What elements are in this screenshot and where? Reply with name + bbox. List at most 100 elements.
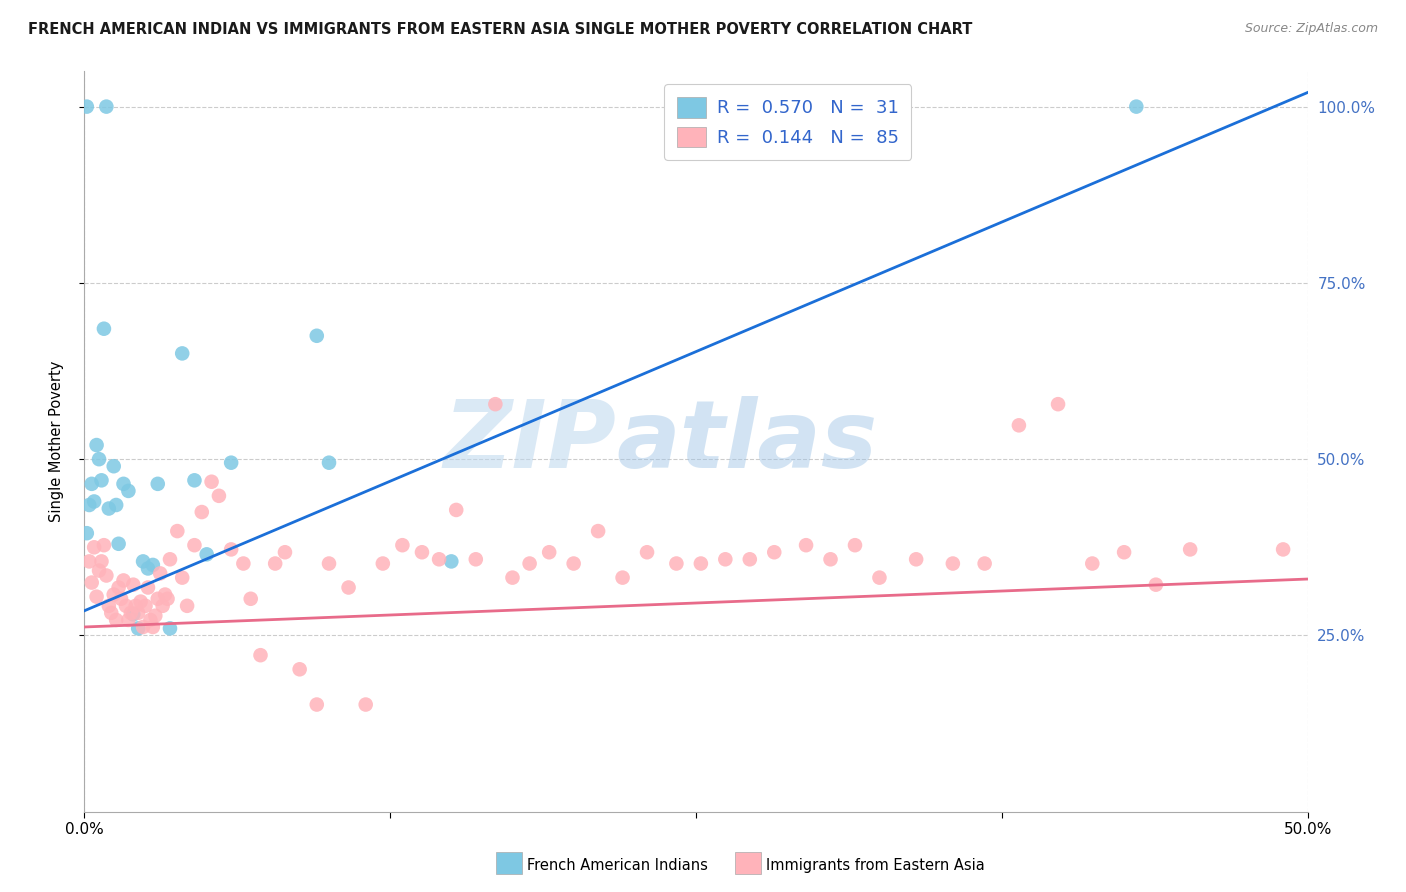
Point — [86, 438, 108, 452]
Point — [107, 537, 129, 551]
Point — [166, 524, 188, 538]
Point — [132, 554, 155, 568]
Point — [156, 591, 179, 606]
Text: ZIP: ZIP — [443, 395, 616, 488]
Point — [905, 552, 928, 566]
Point — [152, 599, 174, 613]
Text: atlas: atlas — [616, 395, 877, 488]
Point — [440, 554, 463, 568]
Point — [844, 538, 866, 552]
Point — [354, 698, 377, 712]
Text: FRENCH AMERICAN INDIAN VS IMMIGRANTS FROM EASTERN ASIA SINGLE MOTHER POVERTY COR: FRENCH AMERICAN INDIAN VS IMMIGRANTS FRO… — [28, 22, 973, 37]
Point — [942, 557, 965, 571]
Point — [794, 538, 817, 552]
Point — [135, 599, 157, 613]
Point — [172, 346, 194, 360]
Point — [142, 558, 165, 572]
Point — [1178, 542, 1201, 557]
Point — [305, 328, 328, 343]
Point — [77, 498, 100, 512]
Point — [484, 397, 506, 411]
Point — [87, 452, 110, 467]
Point — [191, 505, 214, 519]
Point — [738, 552, 761, 566]
Point — [636, 545, 658, 559]
Point — [318, 456, 340, 470]
Point — [97, 599, 120, 613]
Point — [1081, 557, 1104, 571]
Point — [519, 557, 541, 571]
Point — [183, 473, 205, 487]
Legend: R =  0.570   N =  31, R =  0.144   N =  85: R = 0.570 N = 31, R = 0.144 N = 85 — [664, 84, 911, 160]
Point — [371, 557, 394, 571]
Point — [129, 594, 152, 608]
Point — [1272, 542, 1295, 557]
Point — [274, 545, 297, 559]
Point — [127, 606, 149, 620]
Point — [76, 100, 98, 114]
Point — [562, 557, 585, 571]
Point — [1114, 545, 1136, 559]
Point — [411, 545, 433, 559]
Point — [139, 613, 162, 627]
Point — [132, 620, 155, 634]
Point — [689, 557, 711, 571]
Point — [159, 552, 181, 566]
Point — [80, 476, 103, 491]
Point — [115, 599, 138, 613]
Point — [538, 545, 561, 559]
Point — [249, 648, 271, 663]
Point — [105, 613, 128, 627]
Point — [143, 608, 166, 623]
Point — [219, 456, 242, 470]
Point — [464, 552, 486, 566]
Point — [83, 541, 105, 555]
Point — [112, 476, 135, 491]
Point — [76, 526, 98, 541]
Point — [86, 590, 108, 604]
Point — [318, 557, 340, 571]
Point — [117, 483, 139, 498]
Point — [125, 599, 148, 613]
Point — [172, 571, 194, 585]
Point — [93, 538, 115, 552]
Point — [427, 552, 450, 566]
Point — [973, 557, 995, 571]
Point — [502, 571, 524, 585]
Point — [120, 606, 142, 620]
Point — [93, 322, 115, 336]
Point — [142, 620, 165, 634]
Point — [97, 501, 120, 516]
Text: French American Indians: French American Indians — [527, 858, 709, 872]
Point — [146, 476, 169, 491]
Point — [112, 574, 135, 588]
Point — [337, 581, 360, 595]
Point — [90, 554, 112, 568]
Point — [1144, 577, 1167, 591]
Point — [80, 575, 103, 590]
Point — [87, 564, 110, 578]
Text: Immigrants from Eastern Asia: Immigrants from Eastern Asia — [766, 858, 986, 872]
Point — [103, 588, 125, 602]
Point — [232, 557, 254, 571]
Point — [1008, 418, 1031, 433]
Point — [183, 538, 205, 552]
Point — [176, 599, 198, 613]
Point — [127, 621, 149, 635]
Point — [122, 607, 145, 622]
Point — [264, 557, 287, 571]
Point — [820, 552, 842, 566]
Point — [208, 489, 231, 503]
Point — [136, 561, 159, 575]
Point — [117, 613, 139, 627]
Point — [159, 621, 181, 635]
Point — [96, 568, 118, 582]
Point — [869, 571, 891, 585]
Point — [83, 494, 105, 508]
Point — [1047, 397, 1070, 411]
Point — [107, 581, 129, 595]
Point — [239, 591, 262, 606]
Point — [96, 100, 118, 114]
Point — [305, 698, 328, 712]
Point — [444, 503, 467, 517]
